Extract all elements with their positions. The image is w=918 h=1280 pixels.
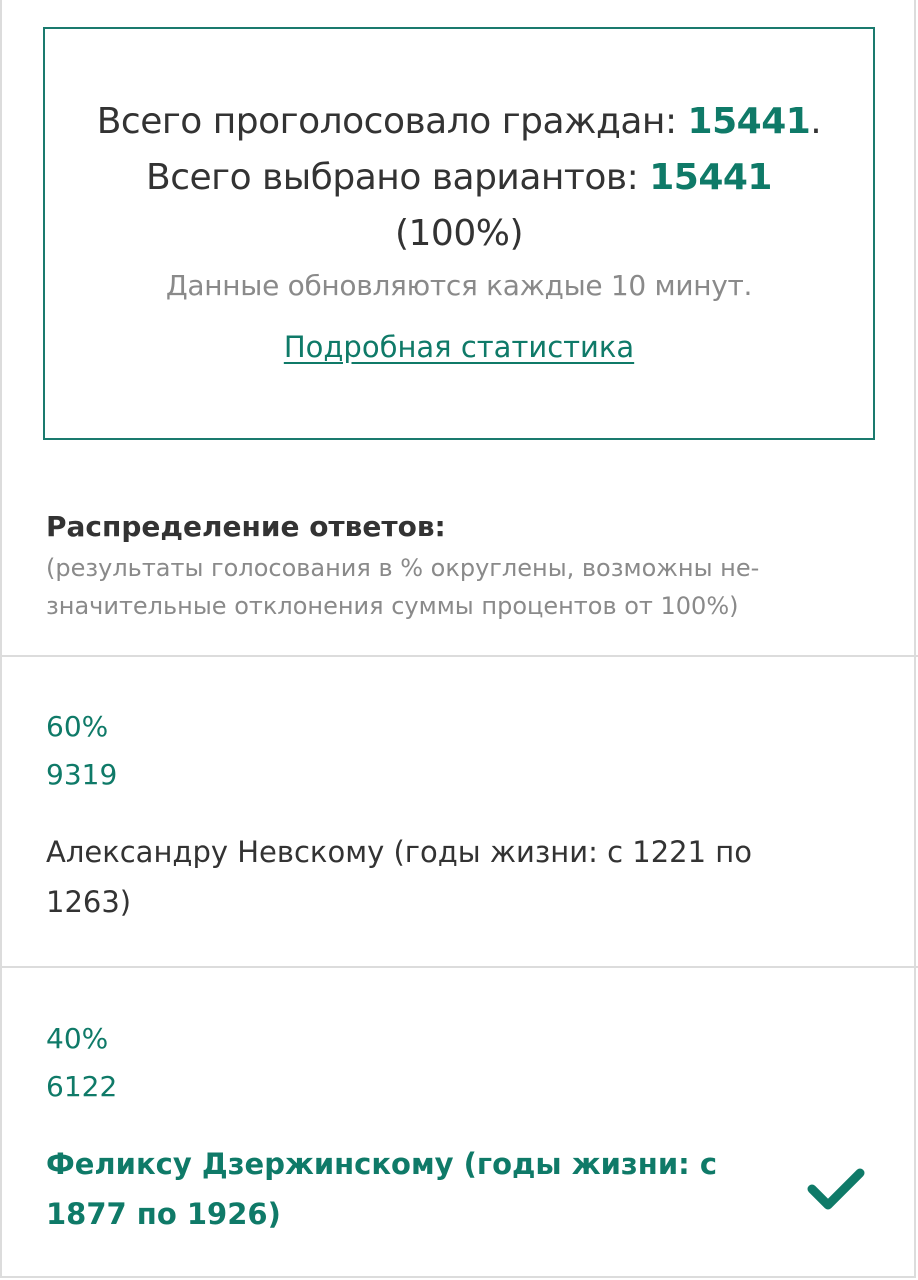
option-count: 9319	[46, 758, 118, 791]
distribution-title: Распределение ответов:	[46, 510, 446, 543]
option-percent: 60%	[46, 710, 109, 743]
selected-count: 15441	[649, 157, 772, 198]
summary-text: Всего проголосовало граждан: 15441. Всег…	[45, 94, 873, 262]
voted-count: 15441	[687, 101, 811, 142]
option-percent: 40%	[46, 1022, 109, 1055]
divider	[0, 966, 918, 968]
distribution-header: Распределение ответов: (результаты голос…	[46, 505, 866, 625]
selected-percent: (100%)	[394, 213, 524, 254]
option-item: 60% 9319 Александру Невскому (годы жизни…	[46, 703, 866, 927]
detailed-stats-link[interactable]: Подробная статистика	[283, 330, 635, 364]
checkmark-icon	[807, 1168, 865, 1210]
update-note: Данные обновляются каждые 10 минут.	[165, 269, 753, 302]
option-count: 6122	[46, 1070, 118, 1103]
distribution-note: (результаты голосования в % округлены, в…	[46, 554, 760, 620]
summary-box: Всего проголосовало граждан: 15441. Всег…	[43, 27, 875, 440]
selected-label: . Всего выбрано вариантов:	[146, 101, 822, 198]
option-item-selected: 40% 6122 Феликсу Дзержинскому (годы жизн…	[46, 1015, 866, 1239]
voted-label: Всего проголосовало граждан:	[96, 101, 677, 142]
divider	[0, 655, 918, 657]
option-name: Александру Невскому (годы жизни: с 1221 …	[46, 835, 752, 919]
option-name: Феликсу Дзержинскому (годы жизни: с 1877…	[46, 1147, 718, 1231]
